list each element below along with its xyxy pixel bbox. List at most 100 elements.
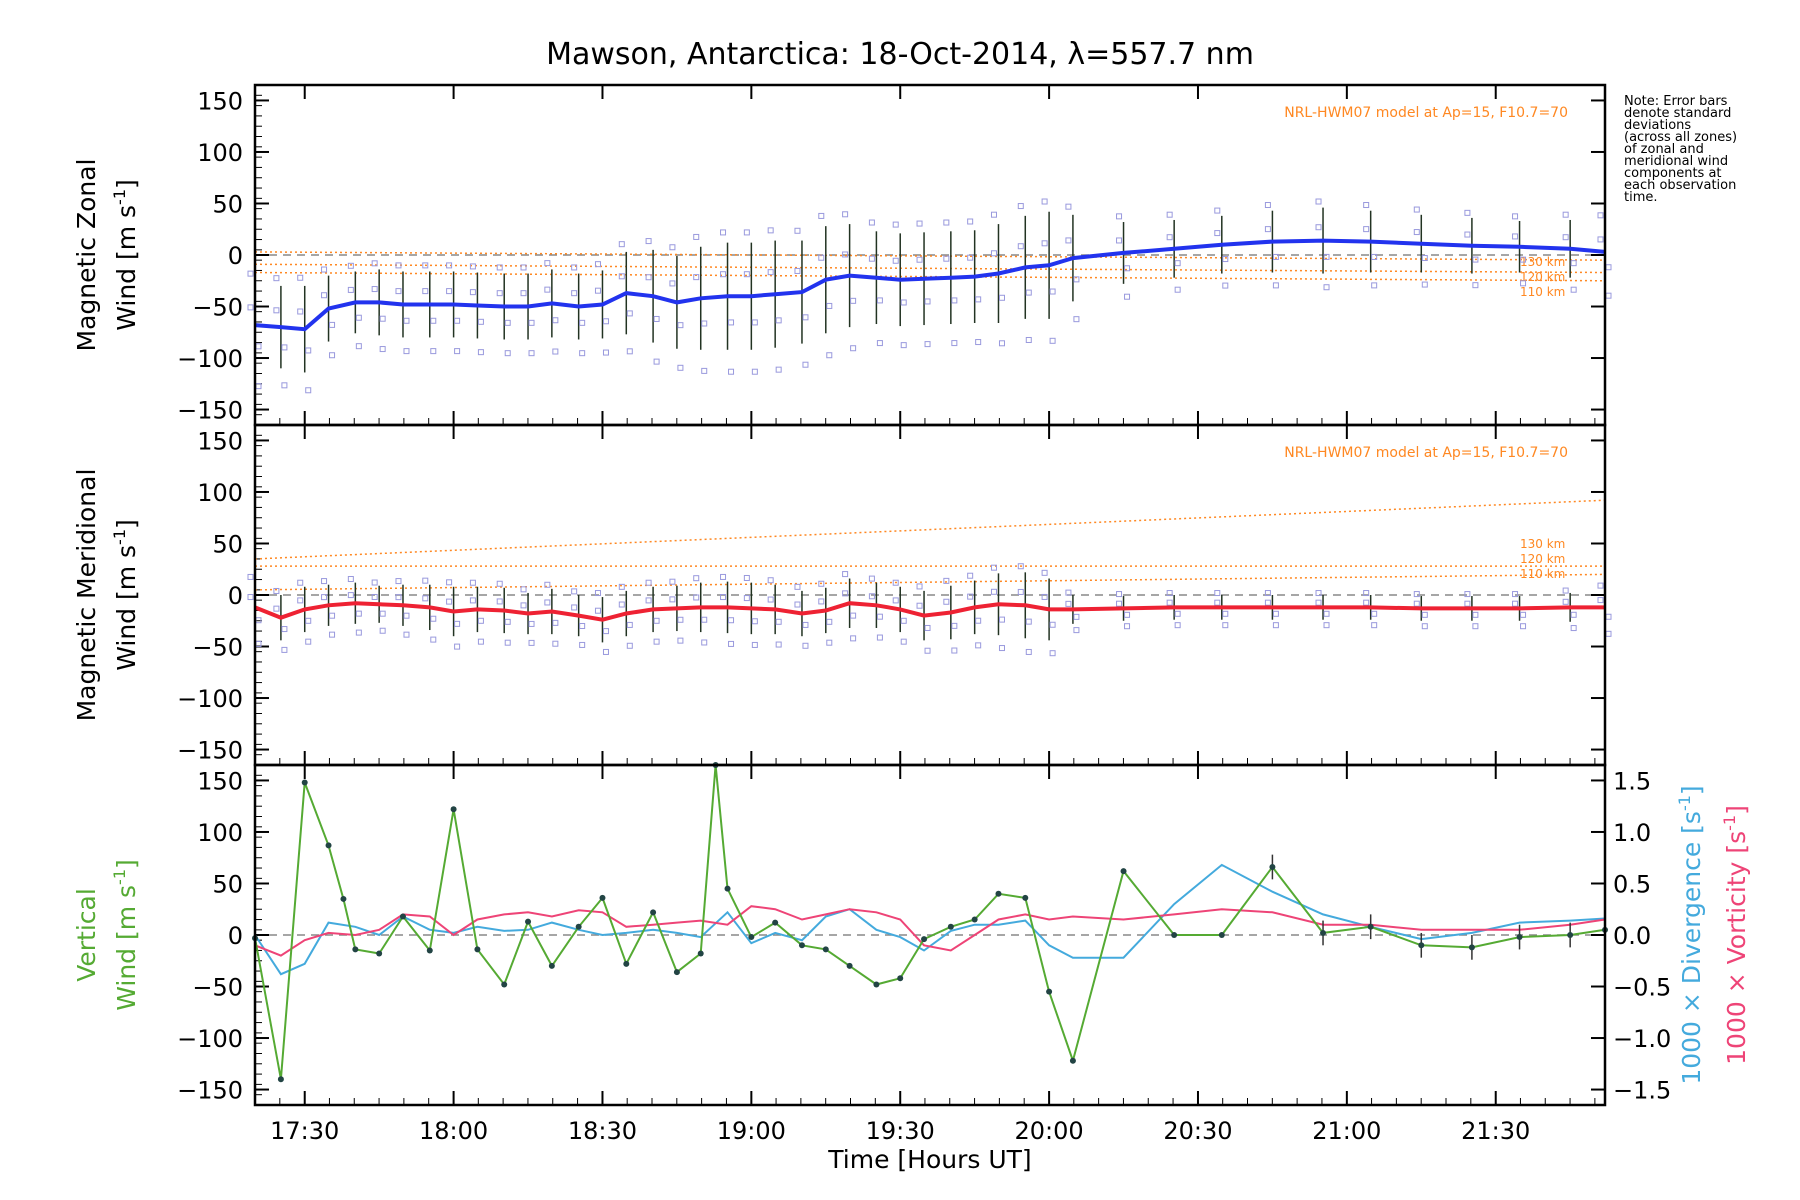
zone-sample-point: [528, 620, 535, 627]
y-tick-label: 100: [197, 819, 243, 847]
vertical-wind-point: [599, 894, 606, 901]
model-line-130km: [254, 251, 1606, 261]
zone-sample-point: [371, 593, 378, 600]
vertical-wind-point: [1022, 894, 1029, 901]
y-tick-label: −50: [192, 294, 243, 322]
zone-sample-point: [892, 579, 899, 586]
zone-sample-point: [469, 579, 476, 586]
zone-sample-point: [371, 286, 378, 293]
zone-sample-point: [504, 350, 511, 357]
y-tick-label: 50: [212, 870, 243, 898]
y-tick-label: −100: [177, 345, 243, 373]
zone-sample-point: [247, 594, 254, 601]
y-tick-label: −100: [177, 1025, 243, 1053]
zone-sample-point: [1562, 234, 1569, 241]
zone-sample-point: [273, 275, 280, 282]
zone-sample-point: [520, 602, 527, 609]
vertical-wind-point: [399, 913, 406, 920]
zone-sample-point: [876, 340, 883, 347]
zone-sample-point: [602, 628, 609, 635]
zone-sample-point: [1124, 265, 1131, 272]
zone-sample-point: [1464, 231, 1471, 238]
note-line: denote standard: [1624, 106, 1732, 121]
zone-sample-point: [751, 319, 758, 326]
zone-sample-point: [422, 577, 429, 584]
zone-sample-point: [1222, 256, 1229, 263]
zone-sample-point: [571, 604, 578, 611]
zone-sample-point: [924, 624, 931, 631]
vertical-wind-point: [1218, 932, 1225, 938]
zone-sample-point: [355, 343, 362, 350]
zone-sample-point: [602, 349, 609, 356]
zone-sample-point: [1116, 591, 1123, 598]
zone-sample-point: [1472, 256, 1479, 263]
zone-sample-point: [454, 620, 461, 627]
zone-sample-point: [802, 314, 809, 321]
zone-sample-point: [1049, 621, 1056, 628]
model-line-label: 120 km: [1520, 270, 1565, 284]
zone-sample-point: [1315, 224, 1322, 231]
vertical-wind-point: [650, 909, 657, 916]
zone-sample-point: [743, 271, 750, 278]
zone-sample-point: [281, 626, 288, 633]
zone-sample-point: [496, 290, 503, 297]
zone-sample-point: [1371, 622, 1378, 629]
zone-sample-point: [767, 269, 774, 276]
y2-axis-unit: 1000 × Divergence [s: [1677, 811, 1706, 1085]
zone-sample-point: [990, 588, 997, 595]
zone-sample-point: [1264, 226, 1271, 233]
vertical-wind-point: [947, 923, 954, 930]
vertical-wind-point: [873, 981, 880, 988]
zone-sample-point: [1272, 282, 1279, 289]
chart-title: Mawson, Antarctica: 18-Oct-2014, λ=557.7…: [546, 37, 1254, 72]
zone-sample-point: [395, 594, 402, 601]
vertical-wind-point: [1468, 944, 1475, 951]
zone-sample-point: [1116, 237, 1123, 244]
vertical-wind-point: [846, 962, 853, 969]
vertical-wind-point: [995, 890, 1002, 897]
y2-tick-label: 0.5: [1613, 870, 1651, 898]
zone-sample-point: [868, 219, 875, 226]
zone-sample-point: [371, 579, 378, 586]
zone-sample-point: [900, 342, 907, 349]
zone-sample-point: [818, 254, 825, 261]
y2-axis-unit-close: ]: [1722, 805, 1751, 815]
zone-sample-point: [552, 348, 559, 355]
zone-sample-point: [305, 387, 312, 394]
vertical-wind-point: [921, 936, 928, 943]
zone-sample-point: [552, 619, 559, 626]
y-tick-label: −50: [192, 634, 243, 662]
zone-sample-point: [1017, 203, 1024, 210]
zone-sample-point: [653, 617, 660, 624]
zone-sample-point: [818, 598, 825, 605]
zone-sample-point: [775, 317, 782, 324]
zone-sample-point: [552, 640, 559, 647]
zone-sample-point: [1323, 284, 1330, 291]
y-axis-unit-exponent: -1: [110, 529, 129, 545]
zone-sample-point: [645, 274, 652, 281]
zone-sample-point: [876, 634, 883, 641]
zone-sample-point: [1472, 623, 1479, 630]
zone-sample-point: [281, 646, 288, 653]
zone-sample-point: [618, 241, 625, 248]
zone-sample-point: [802, 361, 809, 368]
zone-sample-point: [975, 617, 982, 624]
vertical-wind-point: [1567, 932, 1574, 938]
zone-sample-point: [1562, 598, 1569, 605]
zone-sample-point: [379, 627, 386, 634]
y-tick-label: 100: [197, 479, 243, 507]
zone-sample-point: [430, 348, 437, 355]
zone-sample-point: [892, 257, 899, 264]
zone-sample-point: [1214, 599, 1221, 606]
zone-sample-point: [645, 238, 652, 245]
zone-sample-point: [1166, 590, 1173, 597]
divergence-line: [254, 863, 1606, 976]
zone-sample-point: [998, 616, 1005, 623]
zone-sample-point: [454, 348, 461, 355]
zone-sample-point: [743, 229, 750, 236]
vertical-wind-point: [1367, 923, 1374, 930]
zone-sample-point: [900, 617, 907, 624]
zone-sample-point: [1570, 260, 1577, 267]
zone-sample-point: [626, 621, 633, 628]
zone-sample-point: [720, 573, 727, 580]
